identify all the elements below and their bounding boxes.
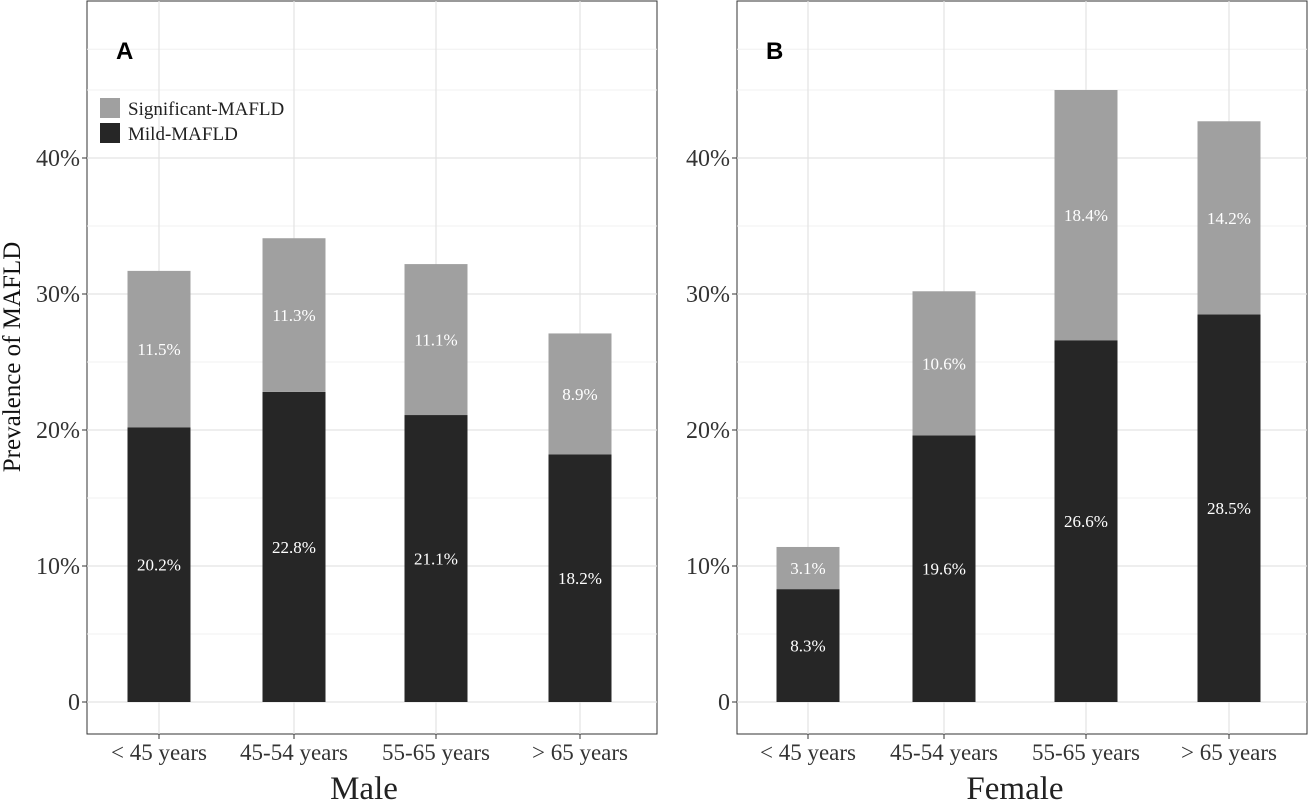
- bar-mild-mafld: [912, 435, 976, 702]
- data-label-mild: 20.2%: [137, 556, 181, 575]
- data-label-mild: 8.3%: [790, 637, 825, 656]
- x-tick-label: 45-54 years: [240, 740, 348, 765]
- bar-significant-mafld: [548, 333, 612, 455]
- bar-significant-mafld: [1197, 121, 1261, 315]
- y-tick-label: 0: [718, 690, 730, 716]
- x-tick-labels: < 45 years 45-54 years 55-65 years > 65 yea…: [111, 734, 628, 765]
- bar-mild-mafld: [548, 454, 612, 702]
- data-label-significant: 18.4%: [1064, 206, 1108, 225]
- y-tick-label: 40%: [36, 146, 80, 172]
- data-label-mild: 21.1%: [414, 550, 458, 569]
- x-tick-label: 55-65 years: [1032, 740, 1140, 765]
- x-axis-title: Female: [966, 771, 1063, 802]
- legend-label-significant: Significant-MAFLD: [128, 99, 284, 120]
- data-label-mild: 22.8%: [272, 538, 316, 557]
- panel-border: [86, 0, 658, 735]
- y-tick-label: 40%: [686, 146, 730, 172]
- y-tick-label: 10%: [36, 554, 80, 580]
- bar-significant-mafld: [912, 291, 976, 436]
- data-labels: 20.2% 11.5% 22.8% 11.3% 21.1% 11.1% 18.2% 8.9%: [137, 306, 602, 588]
- bar-significant-mafld: [404, 264, 468, 416]
- data-label-mild: 26.6%: [1064, 512, 1108, 531]
- x-tick-label: > 65 years: [1181, 740, 1277, 765]
- data-label-mild: 19.6%: [922, 560, 966, 579]
- y-tick-label: 30%: [36, 282, 80, 308]
- panel-border: [736, 0, 1308, 735]
- bar-mild-mafld: [127, 427, 191, 702]
- bars: [127, 238, 612, 702]
- bar-mild-mafld: [776, 589, 840, 702]
- legend-label-mild: Mild-MAFLD: [128, 124, 238, 145]
- bar-mild-mafld: [404, 415, 468, 702]
- bar-mild-mafld: [1054, 340, 1118, 702]
- x-tick-label: < 45 years: [111, 740, 207, 765]
- bar-mild-mafld: [262, 391, 326, 702]
- data-label-significant: 11.5%: [137, 340, 180, 359]
- data-label-significant: 8.9%: [562, 385, 597, 404]
- y-tick-label: 10%: [686, 554, 730, 580]
- x-tick-labels: < 45 years 45-54 years 55-65 years > 65 yea…: [760, 734, 1277, 765]
- y-tick-label: 20%: [36, 418, 80, 444]
- data-label-significant: 11.3%: [272, 306, 315, 325]
- x-tick-label: 45-54 years: [890, 740, 998, 765]
- bar-significant-mafld: [262, 238, 326, 392]
- panel-male: 20.2%11.5%22.8%11.3%21.1%11.1%18.2%8.9% …: [36, 0, 658, 802]
- bar-mild-mafld: [1197, 314, 1261, 702]
- y-tick-labels: 0 10% 20% 30% 40%: [686, 146, 737, 716]
- data-label-significant: 3.1%: [790, 559, 825, 578]
- bar-significant-mafld: [776, 546, 840, 590]
- x-tick-label: < 45 years: [760, 740, 856, 765]
- y-axis-title: Prevalence of MAFLD: [0, 242, 26, 473]
- data-labels: 8.3% 3.1% 19.6% 10.6% 26.6% 18.4% 28.5% 14.2%: [790, 206, 1251, 655]
- bars: [776, 90, 1261, 702]
- bar-significant-mafld: [1054, 90, 1118, 341]
- y-tick-labels: 0 10% 20% 30% 40%: [36, 146, 87, 716]
- panel-female: 8.3% 3.1% 19.6% 10.6% 26.6% 18.4% 28.5% 14.2% 0…: [686, 0, 1308, 802]
- x-tick-label: > 65 years: [532, 740, 628, 765]
- y-tick-label: 20%: [686, 418, 730, 444]
- panel-tag: B: [766, 38, 783, 65]
- data-label-significant: 10.6%: [922, 354, 966, 373]
- y-tick-label: 0: [68, 690, 80, 716]
- legend: Significant-MAFLD Mild-MAFLD: [100, 98, 284, 145]
- legend-swatch-mild: [100, 123, 120, 143]
- data-label-mild: 28.5%: [1207, 499, 1251, 518]
- x-tick-label: 55-65 years: [382, 740, 490, 765]
- y-tick-label: 30%: [686, 282, 730, 308]
- data-label-mild: 18.2%: [558, 569, 602, 588]
- legend-swatch-significant: [100, 98, 120, 118]
- panel-tag: A: [116, 38, 133, 65]
- bar-significant-mafld: [127, 270, 191, 428]
- data-label-significant: 14.2%: [1207, 209, 1251, 228]
- x-axis-title: Male: [330, 771, 398, 802]
- data-label-significant: 11.1%: [414, 331, 457, 350]
